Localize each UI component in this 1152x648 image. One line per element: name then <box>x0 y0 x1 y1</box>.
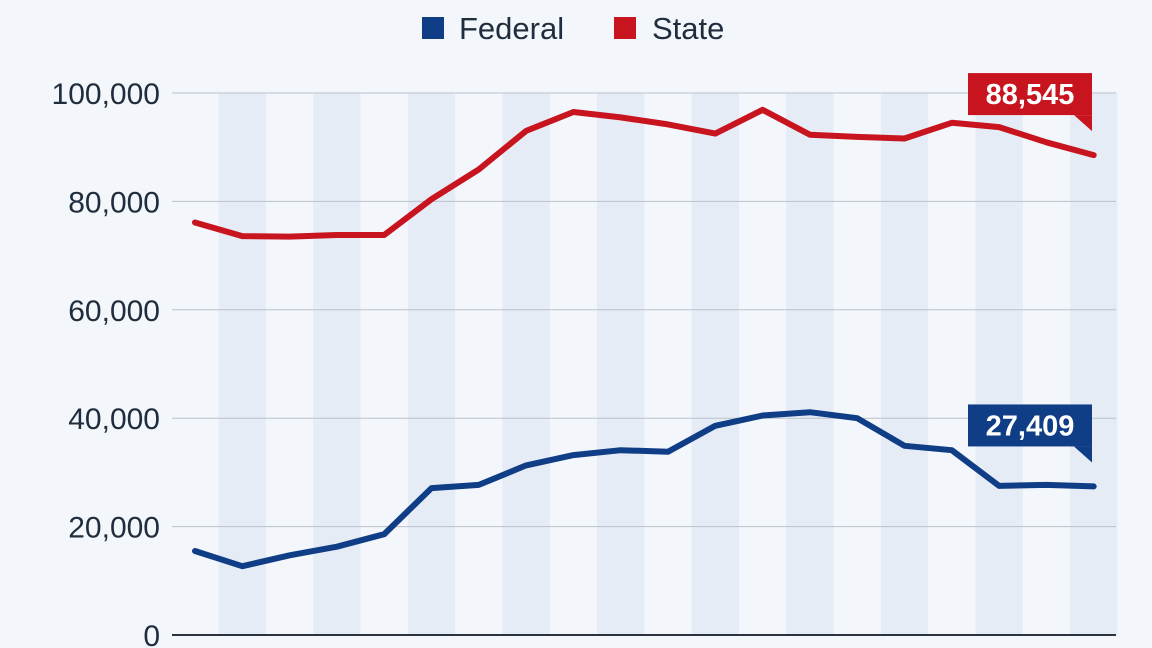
background-band <box>218 93 266 635</box>
state-series-line <box>192 106 1097 240</box>
y-tick-label: 0 <box>143 620 160 648</box>
background-band <box>975 93 1023 635</box>
y-tick-label: 80,000 <box>68 186 160 219</box>
legend-label-state: State <box>652 11 724 46</box>
federal-end-label: 27,409 <box>968 404 1092 463</box>
federal-series-line <box>192 409 1097 570</box>
federal-end-label-pointer <box>1074 446 1092 463</box>
state-end-label: 88,545 <box>968 73 1092 132</box>
background-band <box>502 93 550 635</box>
state-end-label-box <box>968 73 1092 116</box>
background-band <box>786 93 834 635</box>
background-band <box>313 93 361 635</box>
legend-label-federal: Federal <box>459 11 564 46</box>
series-lines <box>192 106 1097 570</box>
gridlines <box>172 92 1116 636</box>
background-band <box>407 93 456 635</box>
background-band <box>597 93 645 635</box>
legend-swatch-state <box>614 17 636 39</box>
y-tick-label: 40,000 <box>68 403 160 436</box>
state-end-label-pointer <box>1074 115 1092 132</box>
federal-end-label-box <box>968 404 1092 447</box>
y-axis-ticks: 0 20,000 40,000 60,000 80,000 100,000 <box>52 78 160 648</box>
legend: Federal State <box>422 11 724 46</box>
state-end-label-text: 88,545 <box>986 79 1075 111</box>
legend-swatch-federal <box>422 17 444 39</box>
end-labels: 27,409 88,545 <box>968 73 1092 463</box>
background-bands <box>218 93 1118 635</box>
y-tick-label: 20,000 <box>68 512 160 545</box>
background-band <box>880 93 929 635</box>
y-tick-label: 60,000 <box>68 295 160 328</box>
background-band <box>691 93 739 635</box>
federal-end-label-text: 27,409 <box>986 410 1075 442</box>
background-band <box>1070 93 1118 635</box>
y-tick-label: 100,000 <box>52 78 160 111</box>
